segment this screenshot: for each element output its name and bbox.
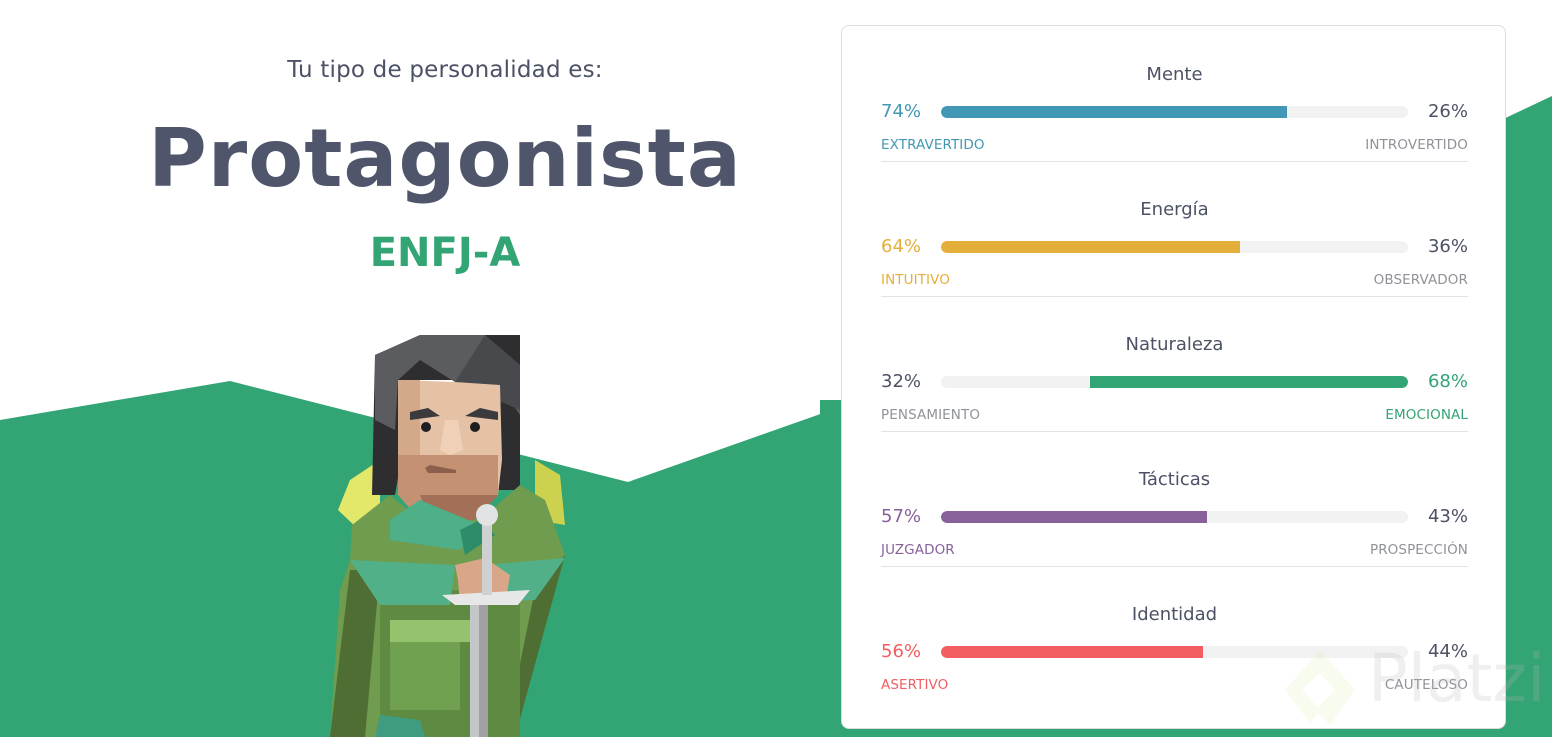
trait-bar <box>941 511 1408 523</box>
trait-naturaleza: Naturaleza 32% 68% PENSAMIENTO EMOCIONAL <box>881 296 1468 432</box>
trait-title: Mente <box>1146 64 1203 85</box>
trait-tacticas: Tácticas 57% 43% JUZGADOR PROSPECCIÓN <box>881 431 1468 567</box>
trait-right-label: CAUTELOSO <box>1384 677 1468 693</box>
result-subtitle: Tu tipo de personalidad es: <box>287 57 603 83</box>
trait-bar <box>941 646 1408 658</box>
personality-type-name: Protagonista <box>148 112 742 205</box>
trait-left-label: EXTRAVERTIDO <box>881 137 985 153</box>
trait-left-label: INTUITIVO <box>881 272 950 288</box>
trait-bar-fill <box>941 511 1208 523</box>
trait-left-percent: 64% <box>881 236 922 257</box>
trait-title: Energía <box>1140 199 1209 220</box>
trait-bar <box>941 241 1408 253</box>
trait-energia: Energía 64% 36% INTUITIVO OBSERVADOR <box>881 161 1468 297</box>
trait-bar <box>941 376 1408 388</box>
trait-bar-fill <box>1090 376 1408 388</box>
trait-right-label: OBSERVADOR <box>1373 272 1468 288</box>
trait-left-label: ASERTIVO <box>881 677 949 693</box>
trait-right-percent: 44% <box>1427 641 1468 662</box>
personality-type-code: ENFJ-A <box>369 230 521 276</box>
trait-right-percent: 36% <box>1427 236 1468 257</box>
divider <box>881 431 1468 432</box>
trait-right-percent: 68% <box>1427 371 1468 392</box>
trait-left-percent: 57% <box>881 506 922 527</box>
trait-left-percent: 56% <box>881 641 922 662</box>
divider <box>881 296 1468 297</box>
protagonist-character-illustration <box>330 335 565 737</box>
divider <box>881 566 1468 567</box>
trait-right-percent: 26% <box>1427 101 1468 122</box>
trait-right-percent: 43% <box>1427 506 1468 527</box>
trait-right-label: INTROVERTIDO <box>1365 137 1468 153</box>
trait-title: Identidad <box>1131 604 1218 625</box>
trait-left-label: JUZGADOR <box>881 542 955 558</box>
trait-bar-fill <box>941 241 1240 253</box>
trait-identidad: Identidad 56% 44% ASERTIVO CAUTELOSO <box>881 566 1468 701</box>
divider <box>881 161 1468 162</box>
trait-left-percent: 74% <box>881 101 922 122</box>
trait-bar <box>941 106 1408 118</box>
trait-title: Tácticas <box>1138 469 1211 490</box>
trait-left-percent: 32% <box>881 371 922 392</box>
trait-left-label: PENSAMIENTO <box>881 407 981 423</box>
trait-bar-fill <box>941 646 1203 658</box>
trait-mente: Mente 74% 26% EXTRAVERTIDO INTROVERTIDO <box>881 26 1468 162</box>
trait-right-label: PROSPECCIÓN <box>1369 542 1468 558</box>
traits-card: Mente 74% 26% EXTRAVERTIDO INTROVERTIDO … <box>841 25 1506 729</box>
trait-bar-fill <box>941 106 1287 118</box>
trait-title: Naturaleza <box>1125 334 1224 355</box>
trait-right-label: EMOCIONAL <box>1385 407 1468 423</box>
